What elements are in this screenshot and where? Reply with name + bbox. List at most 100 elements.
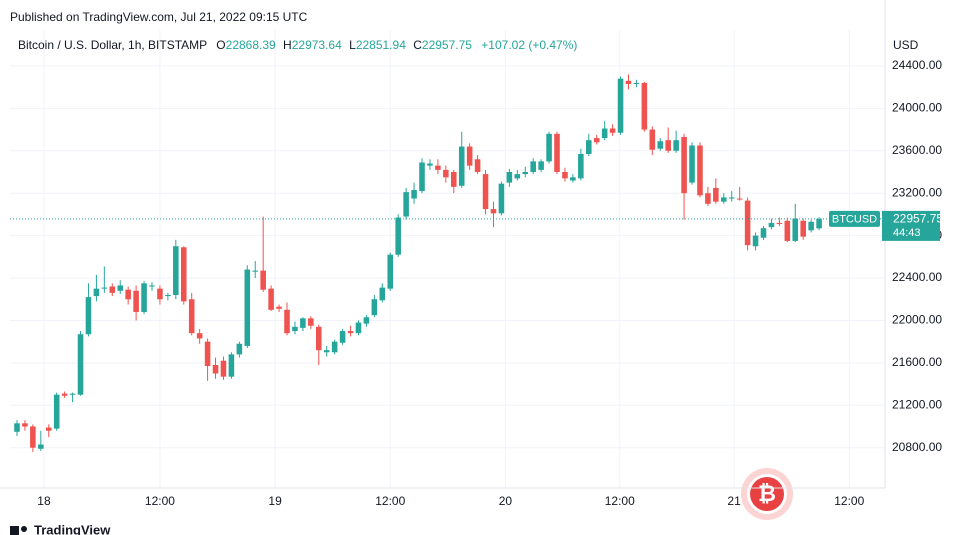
candle-body [705, 193, 711, 204]
published-note: Published on TradingView.com, Jul 21, 20… [10, 10, 308, 24]
price-tag [882, 210, 940, 241]
candle-body [85, 297, 92, 335]
candle-body [228, 354, 235, 377]
candle-body [427, 163, 433, 166]
candle-body [141, 283, 147, 312]
price-tag-value: 22957.75 [893, 212, 943, 226]
candle-body [149, 285, 155, 287]
footer-brand: TradingView [34, 522, 111, 535]
y-tick-label: 21200.00 [892, 397, 942, 411]
ticker-tag [829, 210, 880, 227]
candle-body [371, 299, 378, 316]
candle-body [458, 146, 465, 186]
high-value: 22973.64 [292, 38, 342, 52]
candle-body [403, 192, 409, 217]
candle-body [69, 393, 76, 395]
candle-body [315, 326, 322, 351]
candle-body [768, 222, 775, 228]
candle-body [220, 360, 227, 377]
candle-body [697, 145, 703, 196]
candle-body [546, 133, 552, 162]
y-tick-label: 20800.00 [892, 440, 942, 454]
change: +107.02 (+0.47%) [481, 38, 577, 52]
candle-body [721, 197, 727, 202]
low-label: L [349, 38, 356, 52]
candle-body [101, 287, 108, 289]
candle-body [498, 183, 505, 214]
candle-body [125, 289, 131, 300]
candle-body [466, 146, 473, 166]
candle-body [530, 161, 536, 172]
candle-body [808, 221, 814, 231]
low-value: 22851.94 [356, 38, 406, 52]
candle-body [363, 317, 370, 324]
candle-body [609, 128, 616, 133]
candle-body [276, 306, 282, 309]
candle-body [649, 129, 656, 150]
candle-body [109, 286, 116, 293]
candle-body [570, 177, 576, 181]
candle-body [61, 393, 68, 396]
candle-body [284, 309, 290, 334]
candle-body [30, 426, 36, 448]
candle-body [300, 318, 306, 328]
x-tick-label: 20 [499, 494, 513, 508]
candle-body [443, 169, 449, 178]
candle-body [14, 423, 20, 432]
price-tag-countdown: 44:43 [893, 227, 921, 239]
symbol: Bitcoin / U.S. Dollar, 1h, BITSTAMP [18, 38, 207, 52]
candle-body [387, 254, 394, 289]
candle-body [323, 350, 330, 353]
candle-body [196, 333, 203, 339]
candle-body [355, 322, 362, 334]
currency-label: USD [893, 38, 919, 52]
grid [10, 30, 885, 488]
y-tick-label: 22000.00 [892, 313, 942, 327]
x-tick-label: 18 [37, 494, 51, 508]
candle-body [395, 217, 401, 255]
candle-body [268, 288, 274, 310]
candle-body [331, 341, 338, 353]
candle-body [736, 198, 743, 200]
x-tick-label: 12:00 [375, 494, 405, 508]
candle-body [792, 218, 799, 241]
candle-body [578, 153, 584, 179]
candle-body [673, 140, 679, 151]
candle-body [339, 331, 346, 343]
y-tick-label: 22400.00 [892, 270, 942, 284]
x-tick-label: 21 [727, 494, 741, 508]
candle-body [93, 288, 100, 297]
candle-body [173, 246, 179, 296]
candle-body [713, 187, 719, 202]
y-tick-label: 23200.00 [892, 185, 942, 199]
candle-body [522, 171, 529, 175]
footer-logo: TradingView [10, 522, 111, 535]
candle-body [586, 140, 592, 154]
candle-body [133, 290, 139, 312]
candle-body [252, 270, 259, 272]
candle-body [419, 162, 425, 192]
close-value: 22957.75 [422, 38, 472, 52]
candle-body [157, 288, 163, 300]
candle-body [379, 287, 386, 301]
chart-header: Bitcoin / U.S. Dollar, 1h, BITSTAMP O228… [18, 38, 577, 52]
candle-body [188, 299, 195, 334]
candle-body [784, 220, 791, 241]
candle-body [800, 220, 806, 237]
logo-coin [750, 477, 784, 511]
candle-body [490, 209, 497, 214]
candle-body [752, 235, 759, 247]
candle-body [165, 295, 171, 297]
candle-body [657, 141, 664, 149]
candle-body [625, 80, 632, 84]
y-tick-label: 24000.00 [892, 101, 942, 115]
candle-body [760, 228, 767, 238]
open-value: 22868.39 [226, 38, 276, 52]
candle-body [728, 197, 735, 199]
candle-body [53, 394, 60, 429]
ticker-label: BTCUSD [832, 213, 877, 225]
candle-body [260, 270, 266, 290]
x-tick-label: 12:00 [834, 494, 864, 508]
watermark-logo: ₿ [741, 468, 793, 520]
